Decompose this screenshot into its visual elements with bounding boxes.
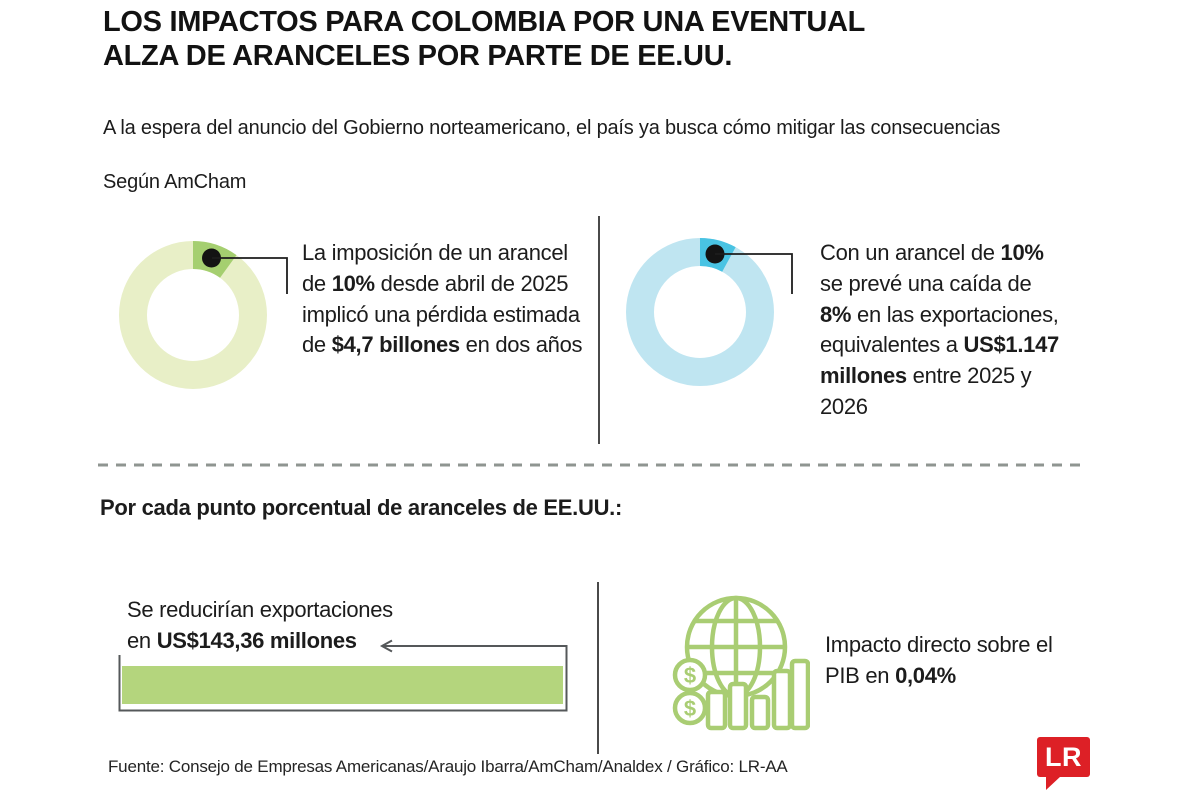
donut-segment (119, 241, 267, 389)
callout-dot-icon (202, 248, 221, 268)
donut-chart-exports-drop (626, 238, 774, 386)
tariff-loss-callout: La imposición de un arancel de 10% desde… (302, 240, 583, 358)
callout-dot-icon (705, 244, 725, 264)
section-heading-per-point: Por cada punto porcentual de aranceles d… (100, 495, 622, 520)
exports-bar (122, 666, 563, 704)
source-attribution: Según AmCham (103, 171, 247, 193)
donut-segment (626, 238, 774, 386)
donut-ring (119, 241, 267, 389)
page-title: LOS IMPACTOS PARA COLOMBIA POR UNA EVENT… (103, 6, 866, 72)
bar-chart-icon (705, 658, 810, 731)
svg-text:$: $ (684, 663, 696, 688)
gdp-impact-label: Impacto directo sobre el PIB en 0,04% (825, 632, 1053, 688)
page-subtitle: A la espera del anuncio del Gobierno nor… (103, 117, 1001, 139)
donut-chart-tariff-loss (119, 241, 267, 389)
lr-logo: LR (1037, 737, 1090, 777)
donut-ring (626, 238, 774, 386)
dollar-coin-icon: $ (672, 657, 708, 693)
exports-drop-callout: Con un arancel de 10% se prevé una caída… (820, 240, 1059, 419)
dollar-coin-icon: $ (672, 690, 708, 726)
footer-source: Fuente: Consejo de Empresas Americanas/A… (108, 757, 788, 776)
svg-text:$: $ (684, 696, 696, 721)
globe-finance-icon: $ $ (672, 595, 810, 731)
lr-logo-tail (1046, 776, 1061, 790)
exports-reduction-label: Se reducirían exportaciones en US$143,36… (127, 597, 393, 653)
